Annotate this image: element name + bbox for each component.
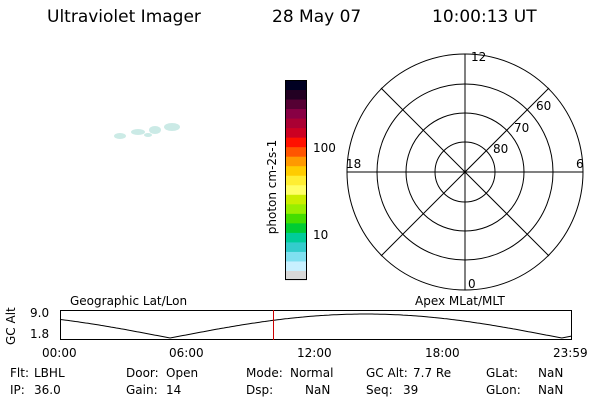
timeline-y-label: GC Alt <box>4 307 18 345</box>
lat-label-60: 60 <box>536 99 551 113</box>
lat-label-80: 80 <box>493 142 508 156</box>
timeline-y-tick-top: 9.0 <box>30 306 50 320</box>
seq-label: Seq: <box>366 383 393 397</box>
timeline-x-tick-1: 06:00 <box>169 346 204 360</box>
colorbar-tick-10: 10 <box>313 228 329 242</box>
timeline-x-tick-4: 23:59 <box>553 346 588 360</box>
ip-label: IP: <box>10 383 25 397</box>
lat-label-70: 70 <box>514 121 529 135</box>
glat-label: GLat: <box>486 366 519 380</box>
timeline-x-tick-0: 00:00 <box>42 346 77 360</box>
mode-value: Normal <box>290 366 334 380</box>
colorbar-band <box>285 175 307 186</box>
instrument-title: Ultraviolet Imager <box>47 7 201 27</box>
colorbar-unit-label: photon cm-2s-1 <box>265 139 279 235</box>
gcalt-value: 7.7 Re <box>413 366 452 380</box>
mlt-label-12: 12 <box>471 50 486 64</box>
colorbar-border <box>285 80 307 280</box>
colorbar-band <box>285 127 307 138</box>
door-label: Door: <box>126 366 159 380</box>
colorbar-band <box>285 194 307 205</box>
colorbar-band <box>285 146 307 157</box>
colorbar-band <box>285 156 307 167</box>
timeline-plot <box>59 310 573 340</box>
colorbar-band <box>285 260 307 271</box>
colorbar-tick-100: 100 <box>313 141 336 155</box>
glon-value: NaN <box>538 383 564 397</box>
mlt-label-6: 6 <box>576 157 584 171</box>
mode-label: Mode: <box>246 366 283 380</box>
mlt-label-0: 0 <box>468 277 476 291</box>
colorbar-band <box>285 108 307 119</box>
mlt-label-18: 18 <box>346 157 361 171</box>
colorbar-band <box>285 184 307 195</box>
colorbar-band <box>285 241 307 252</box>
colorbar <box>285 80 307 281</box>
timeline-y-tick-bottom: 1.8 <box>30 327 50 341</box>
ip-value: 36.0 <box>34 383 61 397</box>
date-label: 28 May 07 <box>272 7 362 27</box>
colorbar-band <box>285 118 307 129</box>
glon-label: GLon: <box>486 383 521 397</box>
colorbar-band <box>285 89 307 100</box>
gain-value: 14 <box>166 383 182 397</box>
seq-value: 39 <box>403 383 419 397</box>
colorbar-band <box>285 232 307 243</box>
glat-value: NaN <box>538 366 564 380</box>
colorbar-band <box>285 213 307 224</box>
colorbar-band <box>285 137 307 148</box>
colorbar-band <box>285 80 307 91</box>
colorbar-band <box>285 251 307 262</box>
timeline-left-title: Geographic Lat/Lon <box>70 294 188 308</box>
dsp-label: Dsp: <box>246 383 274 397</box>
flt-label: Flt: <box>10 366 29 380</box>
colorbar-band <box>285 222 307 233</box>
colorbar-band <box>285 99 307 110</box>
flt-value: LBHL <box>34 366 65 380</box>
colorbar-band <box>285 203 307 214</box>
polar-plot: 12 18 6 0 60 70 80 <box>346 50 584 291</box>
timeline-x-tick-3: 18:00 <box>425 346 460 360</box>
door-value: Open <box>166 366 199 380</box>
gain-label: Gain: <box>126 383 158 397</box>
colorbar-band <box>285 165 307 176</box>
dsp-value: NaN <box>305 383 331 397</box>
colorbar-band <box>285 270 307 281</box>
time-label: 10:00:13 UT <box>432 7 537 27</box>
uv-image-patch <box>114 123 180 139</box>
gcalt-label: GC Alt: <box>366 366 408 380</box>
timeline-right-title: Apex MLat/MLT <box>415 294 505 308</box>
timeline-x-tick-2: 12:00 <box>297 346 332 360</box>
